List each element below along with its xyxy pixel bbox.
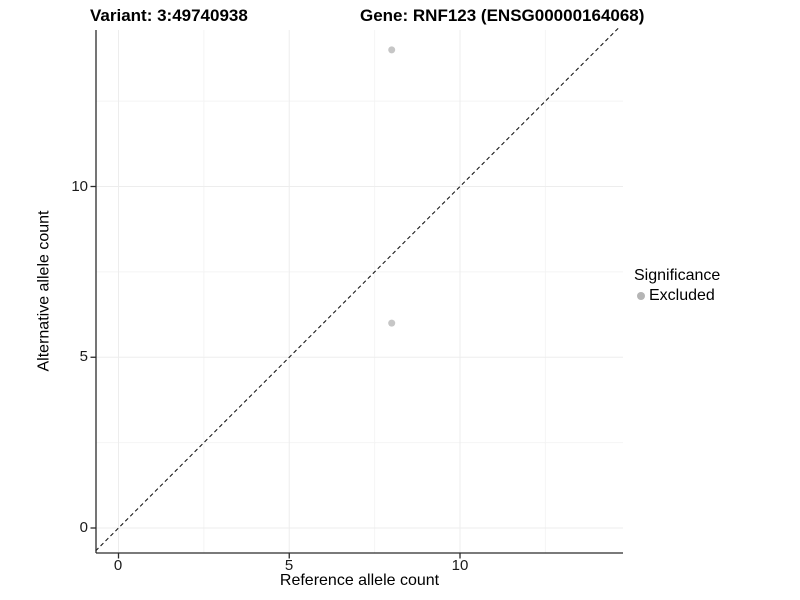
data-point — [388, 319, 396, 327]
x-tick-label-0: 0 — [113, 557, 123, 574]
x-tick-label-10: 10 — [451, 557, 469, 574]
identity-line — [95, 27, 620, 552]
legend-point-icon — [637, 291, 645, 300]
legend-item-excluded: Excluded — [634, 286, 720, 305]
legend: Significance Excluded — [634, 266, 720, 305]
plot-title-gene: Gene: RNF123 (ENSG00000164068) — [360, 6, 645, 25]
y-tick-label-0: 0 — [79, 519, 88, 536]
legend-title: Significance — [634, 267, 721, 284]
y-tick-label-10: 10 — [71, 178, 88, 195]
x-axis-title: Reference allele count — [279, 572, 440, 589]
data-point — [388, 46, 396, 54]
x-tick-label-5: 5 — [284, 557, 294, 574]
y-axis-title: Alternative allele count — [35, 210, 53, 372]
legend-item-label: Excluded — [649, 287, 715, 304]
plot-title-variant: Variant: 3:49740938 — [90, 6, 248, 25]
y-tick-label-5: 5 — [79, 348, 88, 365]
